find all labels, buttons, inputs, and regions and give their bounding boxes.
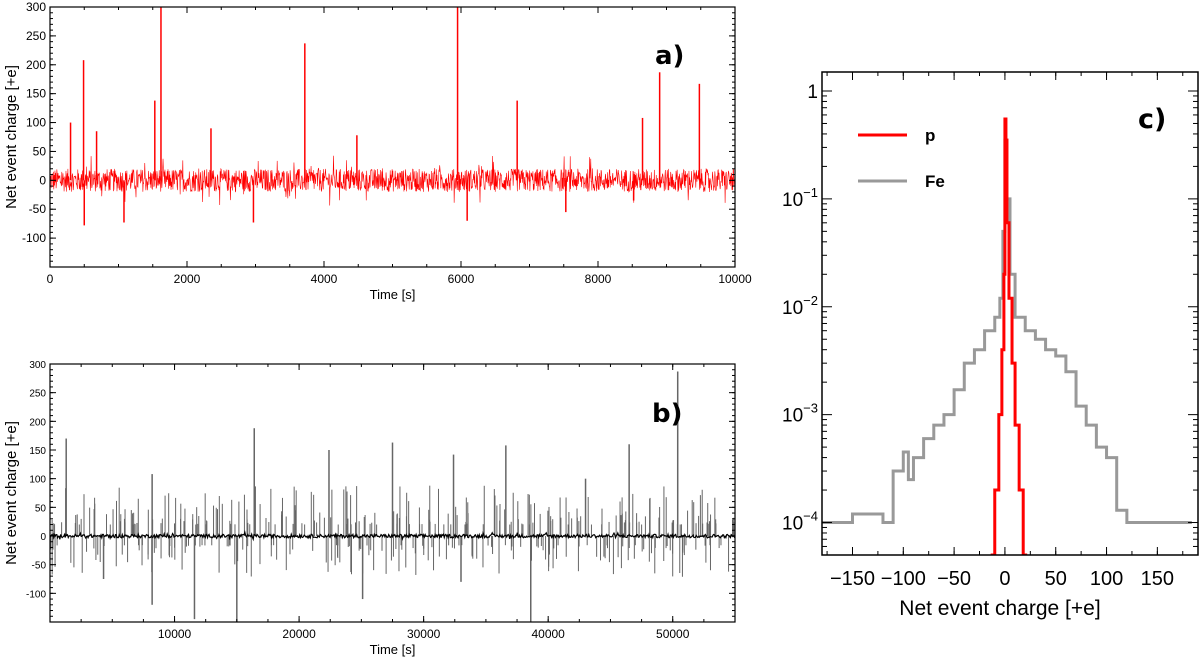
y-tick-label: 250: [29, 389, 46, 400]
plot-area-a: [50, 7, 735, 226]
y-tick-label: -100: [26, 589, 46, 600]
panel-b: 10000 20000 30000 40000 50000 -100 -50 0 50 100 15…: [3, 360, 736, 657]
x-tick-label: 0: [999, 568, 1010, 590]
series-p-a: [50, 7, 735, 226]
x-tick-label: 6000: [448, 272, 475, 286]
y-tick-label: -100: [22, 231, 46, 245]
panel-label-c: c): [1138, 104, 1166, 135]
plot-area-c: [822, 117, 1192, 555]
x-axis-label: Time [s]: [370, 642, 416, 657]
legend-label-Fe: Fe: [925, 172, 945, 191]
x-tick-label: 4000: [311, 272, 338, 286]
x-tick-label: 30000: [407, 627, 441, 641]
x-tick-label: 100: [1090, 568, 1123, 590]
panel-label-b: b): [652, 399, 683, 429]
y-tick-label: 50: [35, 503, 47, 514]
x-tick-label: 10000: [718, 272, 752, 286]
y-tick-label: 150: [29, 446, 46, 457]
x-tick-label: 8000: [585, 272, 612, 286]
y-tick-label: 0: [39, 173, 46, 187]
plot-area-b: [50, 371, 735, 622]
y-tick-label: 300: [29, 360, 46, 371]
x-tick-label: 150: [1141, 568, 1174, 590]
y-tick-label: 10−2: [782, 293, 818, 319]
y-axis-label: Net event charge [+e]: [3, 421, 20, 565]
panel-a: 0 2000 4000 6000 8000 10000 -100 -50 0 50 100 150 20…: [3, 0, 752, 302]
x-tick-label: −100: [881, 568, 926, 590]
x-tick-label: 50000: [656, 627, 690, 641]
y-tick-label: 100: [29, 475, 46, 486]
y-tick-label: 100: [26, 116, 46, 130]
series-Fe-b: [50, 371, 735, 622]
y-tick-label: 150: [26, 87, 46, 101]
x-tick-label: −50: [937, 568, 971, 590]
y-tick-label: 10−3: [782, 401, 818, 427]
x-tick-label: 50: [1045, 568, 1067, 590]
y-tick-label: 250: [26, 29, 46, 43]
panel-c: −150 −100 −50 0 50 100 150 10−4 10−3 10−2 10−1 1 Net…: [782, 71, 1199, 620]
x-tick-label: 20000: [282, 627, 316, 641]
y-tick-label: 1: [807, 82, 818, 103]
y-axis-label: Net event charge [+e]: [3, 65, 20, 209]
series-p-b: [50, 529, 735, 542]
panel-label-a: a): [655, 41, 684, 71]
y-tick-label: 50: [33, 144, 47, 158]
x-tick-label: 40000: [531, 627, 565, 641]
histogram-p: [990, 117, 1028, 555]
x-tick-label: 0: [47, 272, 54, 286]
x-tick-label: 2000: [174, 272, 201, 286]
y-tick-label: -50: [29, 202, 47, 216]
x-axis-label: Time [s]: [370, 287, 416, 302]
x-tick-label: −150: [830, 568, 875, 590]
axes-frame-a: [49, 6, 736, 268]
noise-trace: [50, 529, 735, 542]
y-tick-label: 300: [26, 0, 46, 14]
axes-frame-c: [821, 71, 1199, 556]
legend-label-p: p: [925, 126, 935, 145]
y-tick-label: 10−1: [782, 185, 818, 211]
y-tick-label: 200: [26, 58, 46, 72]
x-axis-label: Net event charge [+e]: [899, 597, 1100, 620]
y-tick-label: 200: [29, 417, 46, 428]
x-tick-label: 10000: [158, 627, 192, 641]
y-tick-label: 0: [40, 532, 46, 543]
y-tick-label: 10−4: [782, 509, 818, 535]
y-tick-label: -50: [32, 561, 47, 572]
legend: p Fe: [858, 126, 945, 191]
noise-trace: [50, 155, 735, 206]
